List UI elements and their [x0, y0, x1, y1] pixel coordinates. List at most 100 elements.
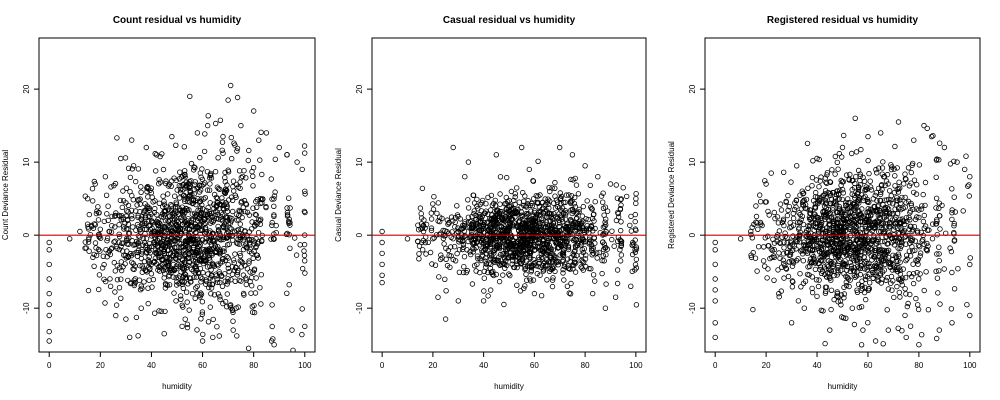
data-point [896, 206, 902, 212]
data-point [899, 282, 905, 288]
data-point [549, 277, 556, 283]
data-point [302, 270, 308, 276]
data-point [425, 239, 431, 246]
data-point [818, 217, 824, 224]
data-point [547, 188, 553, 195]
data-point [238, 174, 244, 181]
data-point [475, 231, 481, 237]
data-point [557, 196, 564, 202]
data-point [112, 268, 118, 274]
data-point [217, 117, 224, 123]
data-point [781, 239, 787, 245]
data-point [120, 264, 126, 270]
data-point [416, 256, 422, 262]
data-point [290, 347, 296, 352]
data-point [465, 214, 472, 220]
data-point [122, 155, 129, 161]
data-point [538, 251, 545, 257]
data-point [249, 304, 255, 310]
data-point [899, 240, 905, 246]
data-point [276, 144, 282, 151]
data-point [210, 277, 216, 283]
data-point [858, 252, 864, 259]
data-point [112, 224, 118, 230]
data-point [151, 209, 158, 216]
data-point [908, 223, 914, 229]
data-point [851, 321, 858, 328]
data-point [188, 160, 195, 167]
data-point [530, 178, 537, 184]
data-point [166, 282, 173, 288]
data-point [480, 298, 487, 304]
data-point [916, 207, 922, 213]
data-point [379, 261, 385, 268]
data-point [522, 266, 528, 272]
data-point [901, 181, 907, 187]
data-point [618, 219, 624, 225]
data-point [633, 200, 639, 207]
data-point [143, 144, 149, 151]
data-point [132, 241, 138, 248]
data-point [850, 201, 856, 207]
data-point [537, 212, 544, 218]
data-point [415, 222, 421, 228]
data-point [902, 171, 908, 177]
y-tick-label: 10 [22, 157, 31, 166]
data-point [949, 269, 955, 276]
data-point [865, 133, 871, 140]
data-point [148, 233, 155, 239]
data-point [967, 255, 973, 261]
data-point [222, 186, 228, 193]
data-point [878, 258, 885, 264]
data-point [228, 155, 235, 162]
x-tick-label: 20 [428, 361, 437, 370]
data-point [880, 226, 886, 233]
data-point [533, 263, 539, 269]
data-point [442, 228, 448, 234]
y-axis-label: Registered Deviance Residual [667, 141, 676, 249]
data-point [550, 264, 557, 270]
x-tick-label: 20 [762, 361, 771, 370]
data-point [254, 252, 260, 258]
data-point [933, 195, 940, 201]
data-point [842, 227, 849, 234]
data-point [176, 195, 183, 201]
data-point [547, 198, 553, 204]
data-point [546, 235, 552, 241]
data-point [176, 249, 183, 255]
data-point [866, 271, 872, 278]
data-point [417, 205, 424, 211]
data-point [188, 178, 194, 184]
data-point [755, 226, 761, 232]
data-point [870, 196, 876, 202]
x-axis-label: humidity [494, 382, 524, 391]
data-point [530, 241, 537, 248]
data-point [200, 331, 206, 338]
data-point [817, 249, 823, 255]
data-point [579, 235, 585, 242]
data-point [179, 182, 186, 188]
data-point [886, 233, 892, 239]
data-point [124, 237, 130, 243]
data-point [936, 205, 942, 211]
data-point [246, 258, 252, 264]
y-tick-label: 20 [688, 84, 697, 93]
data-point [822, 290, 829, 296]
data-point [936, 258, 942, 264]
data-point [752, 255, 759, 261]
data-point [505, 221, 511, 227]
data-point [588, 238, 594, 244]
data-point [214, 279, 221, 286]
data-point [552, 185, 558, 191]
data-point [454, 250, 460, 257]
data-point [174, 256, 180, 263]
data-point [252, 290, 259, 296]
data-point [813, 277, 820, 283]
data-point [604, 208, 611, 214]
data-point [228, 194, 235, 200]
data-point [588, 242, 595, 248]
data-point [191, 164, 197, 170]
y-tick-label: -10 [22, 302, 31, 314]
data-point [506, 271, 512, 277]
data-point [887, 199, 893, 206]
